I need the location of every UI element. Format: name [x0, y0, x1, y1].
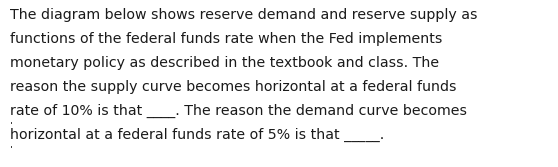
Text: The diagram below shows reserve demand and reserve supply as: The diagram below shows reserve demand a…	[10, 8, 478, 22]
Text: monetary policy as described in the textbook and class. The: monetary policy as described in the text…	[10, 56, 439, 70]
Text: horizontal at a federal funds rate of 5% is that _____.: horizontal at a federal funds rate of 5%…	[10, 128, 384, 142]
Text: functions of the federal funds rate when the Fed implements: functions of the federal funds rate when…	[10, 32, 442, 46]
Text: rate of 10% is that ____. The reason the demand curve becomes: rate of 10% is that ____. The reason the…	[10, 104, 467, 118]
Text: reason the supply curve becomes horizontal at a federal funds: reason the supply curve becomes horizont…	[10, 80, 456, 94]
